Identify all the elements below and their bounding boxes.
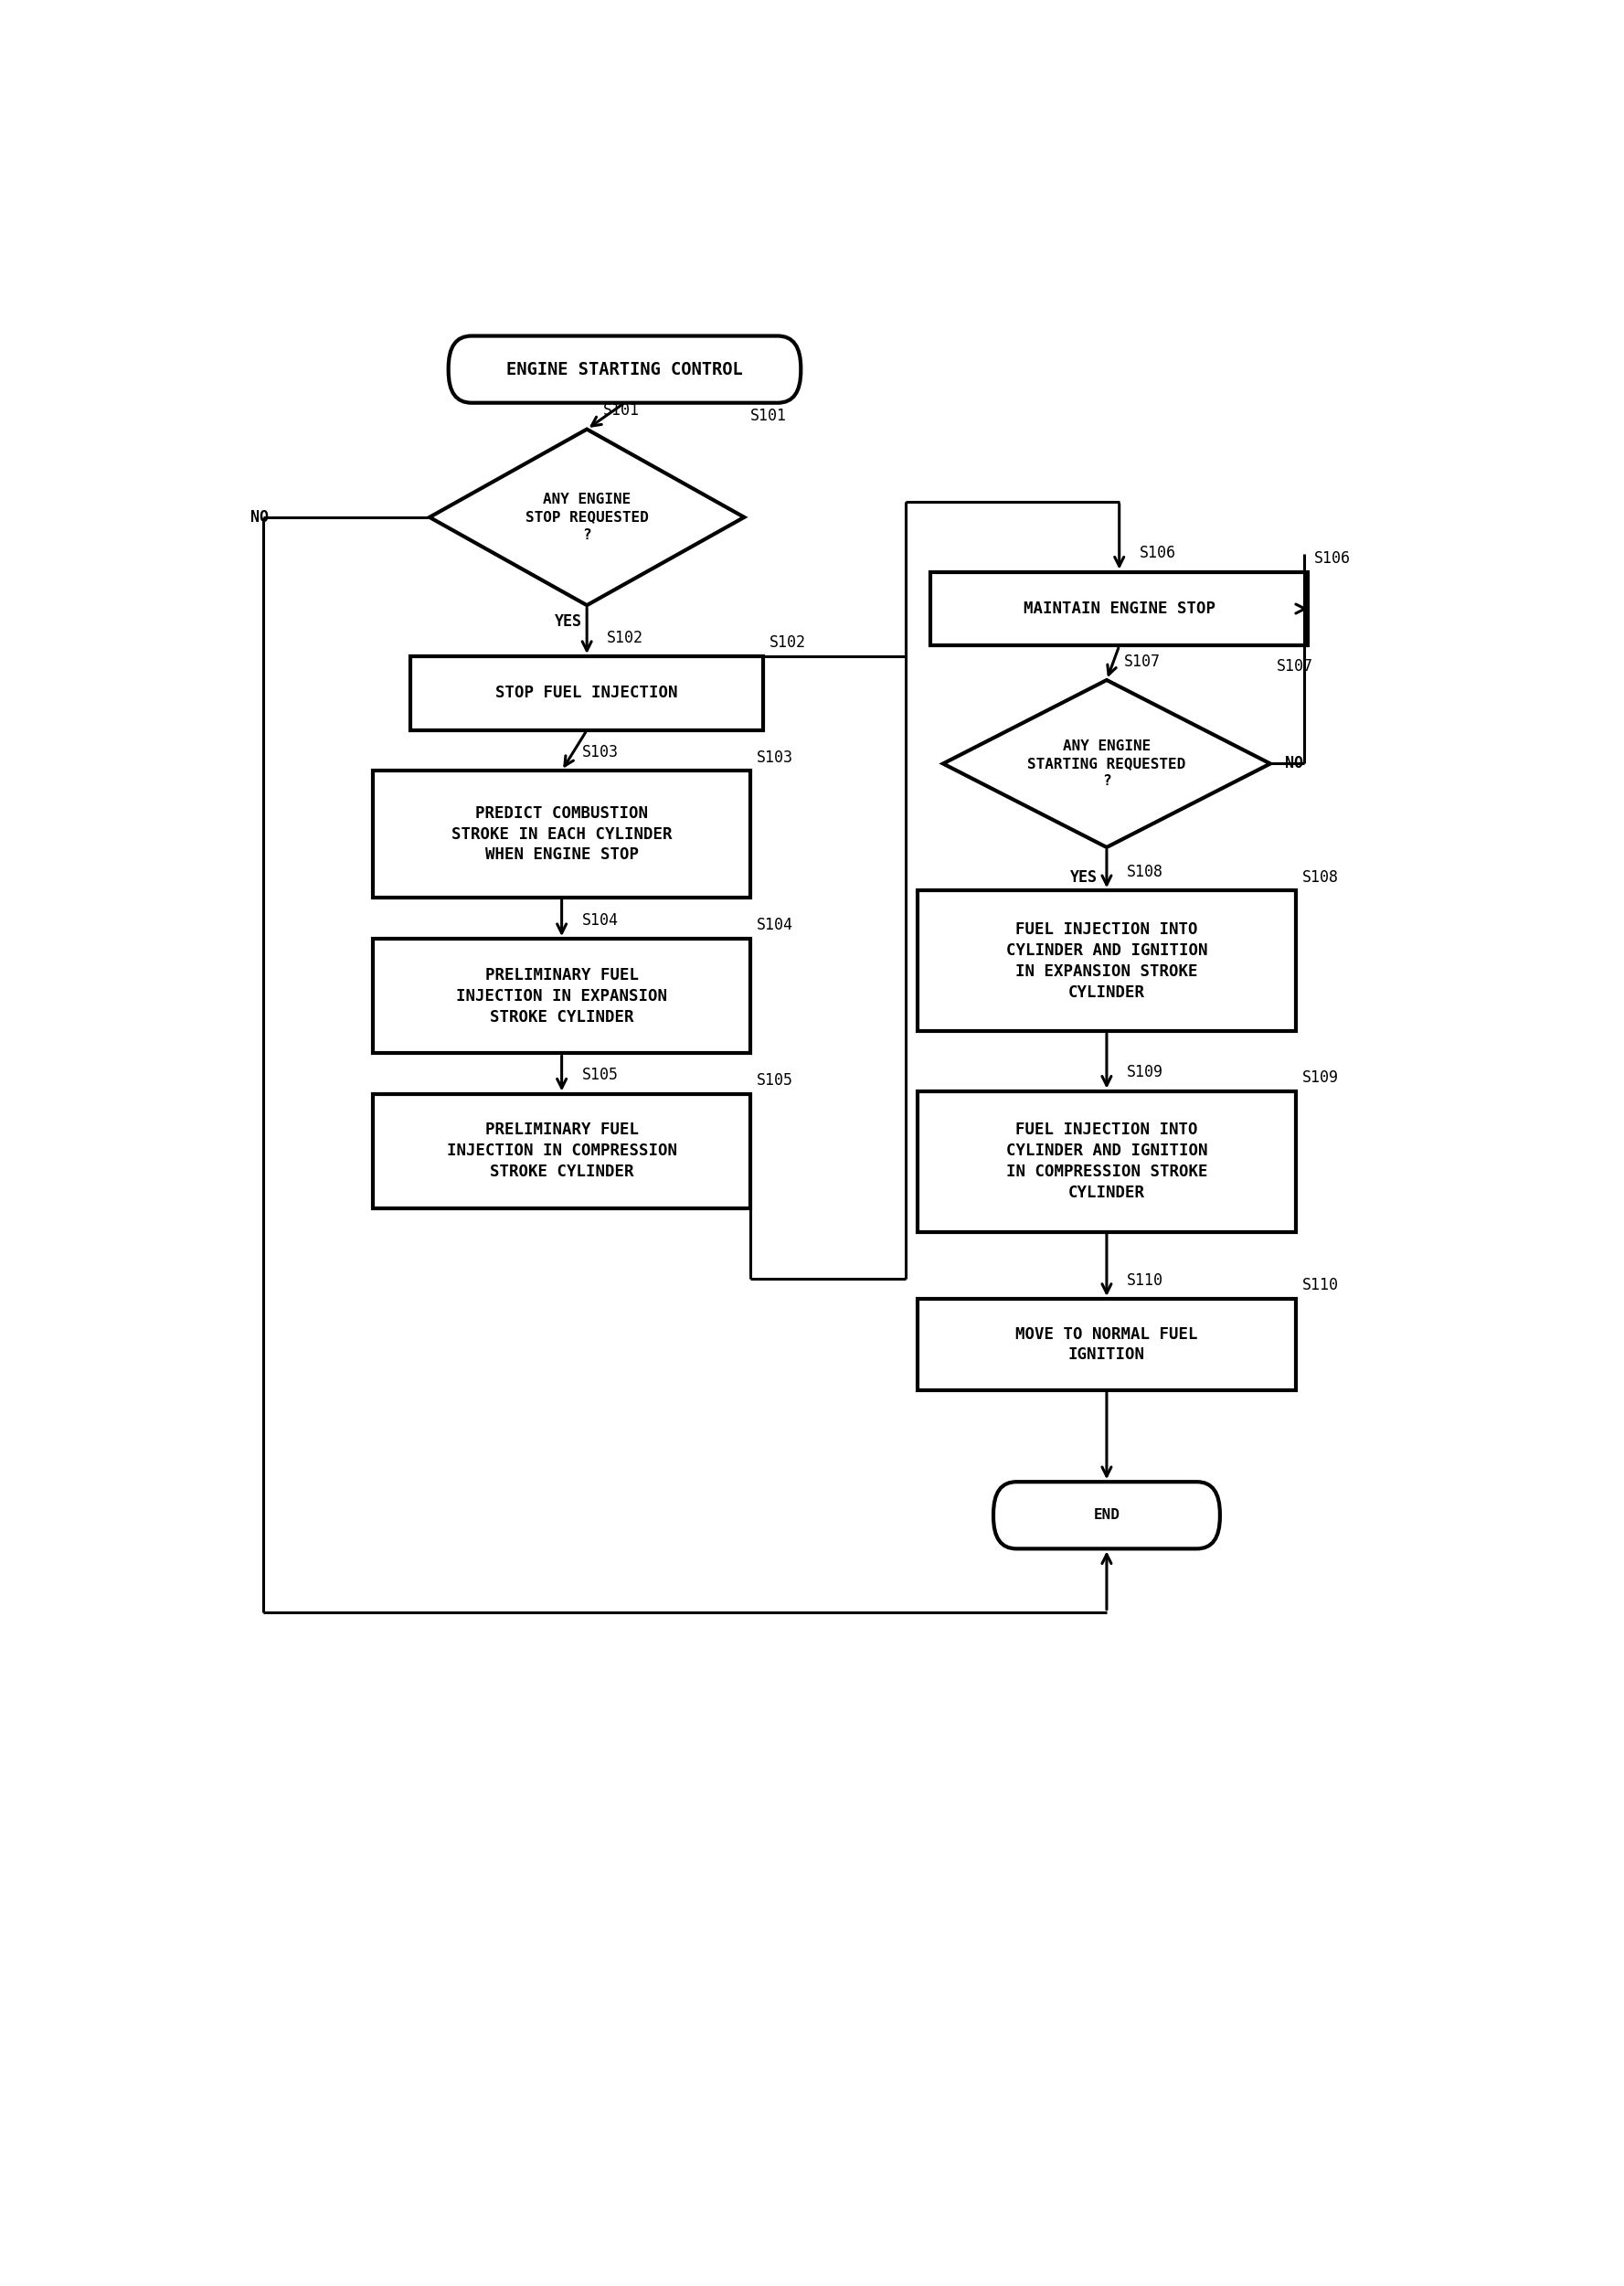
Text: ANY ENGINE
STOP REQUESTED
?: ANY ENGINE STOP REQUESTED ? [525,494,648,542]
Polygon shape [429,430,744,606]
FancyBboxPatch shape [448,336,801,402]
Text: S106: S106 [1314,551,1351,567]
Text: S103: S103 [583,743,619,761]
Text: S103: S103 [757,750,794,766]
Text: S108: S108 [1127,864,1164,880]
Text: S104: S104 [583,912,619,928]
Text: PRELIMINARY FUEL
INJECTION IN EXPANSION
STROKE CYLINDER: PRELIMINARY FUEL INJECTION IN EXPANSION … [456,967,667,1024]
Text: S110: S110 [1127,1271,1164,1289]
Text: STOP FUEL INJECTION: STOP FUEL INJECTION [495,686,679,702]
Polygon shape [944,679,1270,848]
Text: S101: S101 [750,407,788,425]
Text: S102: S102 [607,629,643,647]
Text: S104: S104 [757,917,794,933]
Text: YES: YES [1070,869,1098,885]
Bar [918,889,1296,1031]
Text: S107: S107 [1124,654,1161,670]
Bar [374,770,750,898]
Bar [918,1090,1296,1232]
Text: FUEL INJECTION INTO
CYLINDER AND IGNITION
IN COMPRESSION STROKE
CYLINDER: FUEL INJECTION INTO CYLINDER AND IGNITIO… [1005,1122,1207,1200]
Text: YES: YES [554,613,581,631]
Bar [411,656,763,729]
Text: PRELIMINARY FUEL
INJECTION IN COMPRESSION
STROKE CYLINDER: PRELIMINARY FUEL INJECTION IN COMPRESSIO… [447,1122,677,1180]
Bar [374,1093,750,1207]
Bar [931,572,1307,645]
Text: PREDICT COMBUSTION
STROKE IN EACH CYLINDER
WHEN ENGINE STOP: PREDICT COMBUSTION STROKE IN EACH CYLIND… [451,805,672,864]
Text: MOVE TO NORMAL FUEL
IGNITION: MOVE TO NORMAL FUEL IGNITION [1015,1326,1199,1362]
Text: MAINTAIN ENGINE STOP: MAINTAIN ENGINE STOP [1023,601,1215,617]
Text: S106: S106 [1140,544,1176,562]
Text: S109: S109 [1127,1065,1164,1081]
Text: S107: S107 [1276,658,1314,674]
Text: S109: S109 [1302,1070,1338,1086]
Bar [374,940,750,1054]
Text: ENGINE STARTING CONTROL: ENGINE STARTING CONTROL [507,361,742,377]
Text: ANY ENGINE
STARTING REQUESTED
?: ANY ENGINE STARTING REQUESTED ? [1028,738,1186,789]
Text: S108: S108 [1302,869,1338,885]
Text: S110: S110 [1302,1278,1338,1294]
Text: END: END [1093,1509,1121,1522]
Text: S102: S102 [770,636,806,652]
Text: S101: S101 [603,402,640,418]
Text: FUEL INJECTION INTO
CYLINDER AND IGNITION
IN EXPANSION STROKE
CYLINDER: FUEL INJECTION INTO CYLINDER AND IGNITIO… [1005,921,1207,1001]
Text: S105: S105 [757,1072,794,1088]
Text: NO: NO [250,510,268,526]
Text: S105: S105 [583,1068,619,1084]
Bar [918,1298,1296,1390]
Text: NO: NO [1286,754,1304,773]
FancyBboxPatch shape [994,1481,1220,1548]
